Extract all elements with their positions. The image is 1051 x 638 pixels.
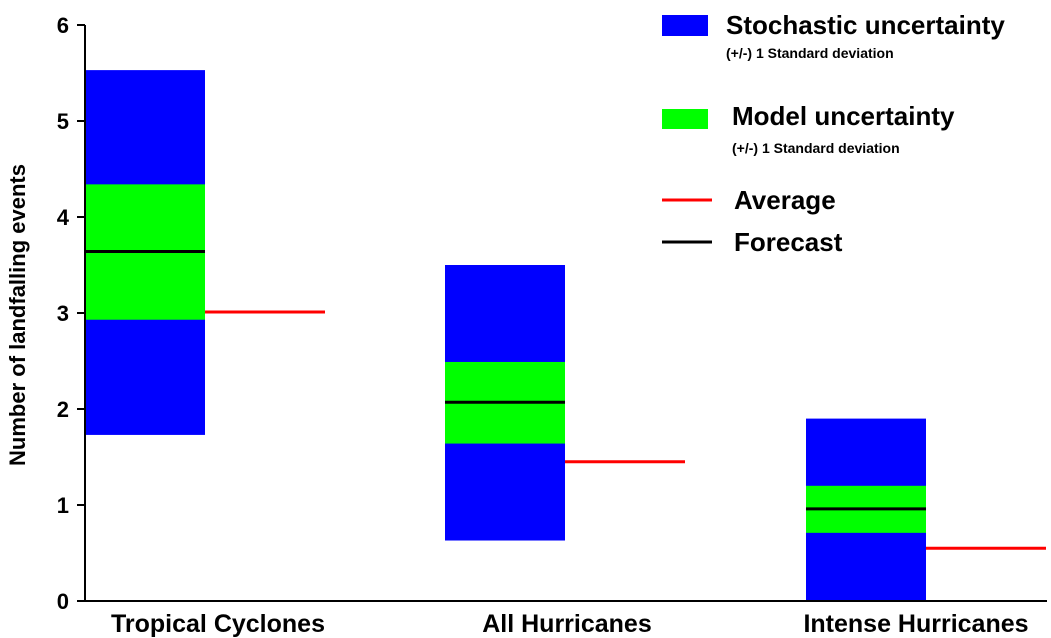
y-tick-label: 1	[57, 493, 69, 518]
y-tick-label: 2	[57, 397, 69, 422]
legend-label-stochastic: Stochastic uncertainty	[726, 10, 1005, 40]
x-category-label: Intense Hurricanes	[803, 610, 1028, 638]
y-tick-label: 3	[57, 301, 69, 326]
legend-sublabel-model: (+/-) 1 Standard deviation	[732, 140, 900, 156]
legend-label-forecast: Forecast	[734, 227, 843, 257]
marker-lines	[85, 250, 1046, 550]
legend-swatch-stochastic	[662, 15, 708, 36]
y-axis-title: Number of landfalling events	[5, 164, 30, 466]
y-tick-label: 6	[57, 13, 69, 38]
legend-label-model: Model uncertainty	[732, 101, 955, 131]
y-tick-label: 4	[57, 205, 70, 230]
x-category-label: Tropical Cyclones	[111, 610, 325, 638]
x-labels: Tropical Cyclones All Hurricanes Intense H…	[111, 610, 1029, 638]
legend-label-average: Average	[734, 185, 836, 215]
legend: Stochastic uncertainty (+/-) 1 Standard …	[662, 10, 1005, 257]
y-ticks: 0 1 2 3 4 5 6	[57, 13, 85, 614]
y-tick-label: 0	[57, 589, 69, 614]
legend-swatch-model	[662, 109, 708, 129]
x-category-label: All Hurricanes	[482, 610, 652, 638]
y-tick-label: 5	[57, 109, 69, 134]
legend-sublabel-stochastic: (+/-) 1 Standard deviation	[726, 45, 894, 61]
